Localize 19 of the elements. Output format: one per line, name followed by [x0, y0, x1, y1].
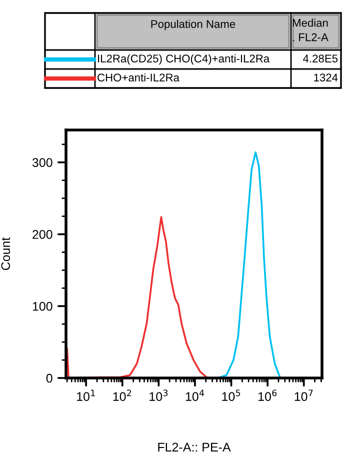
x-tick-label: 10$^{2}$: [113, 390, 132, 401]
legend-label: IL2Ra(CD25) CHO(C4)+anti-IL2Ra: [98, 54, 270, 65]
x-tick-label: 10$^{7}$: [294, 390, 313, 401]
legend-label: CHO+anti-IL2Ra: [98, 73, 180, 82]
y-axis-title: Count: [1, 237, 10, 270]
x-axis-title: FL2-A:: PE-A: [158, 442, 231, 452]
x-tick-label: 10$^{4}$: [186, 390, 204, 401]
x-tick-label: 10$^{6}$: [258, 390, 277, 401]
x-tick-label: 10$^{1}$: [77, 390, 95, 401]
y-tick-label: 0: [46, 374, 52, 383]
y-tick-label: 300: [32, 158, 52, 167]
x-tick-label: 10$^{3}$: [150, 390, 168, 401]
x-tick-label: 10$^{5}$: [222, 390, 240, 401]
text: 1324: [314, 74, 338, 82]
y-tick-label: 100: [32, 302, 52, 311]
text: 4.28E5: [303, 54, 338, 62]
y-tick-label: 200: [32, 230, 52, 239]
legend-title: Population Name: [151, 20, 236, 30]
text: Median . FL2-A: [292, 18, 328, 42]
